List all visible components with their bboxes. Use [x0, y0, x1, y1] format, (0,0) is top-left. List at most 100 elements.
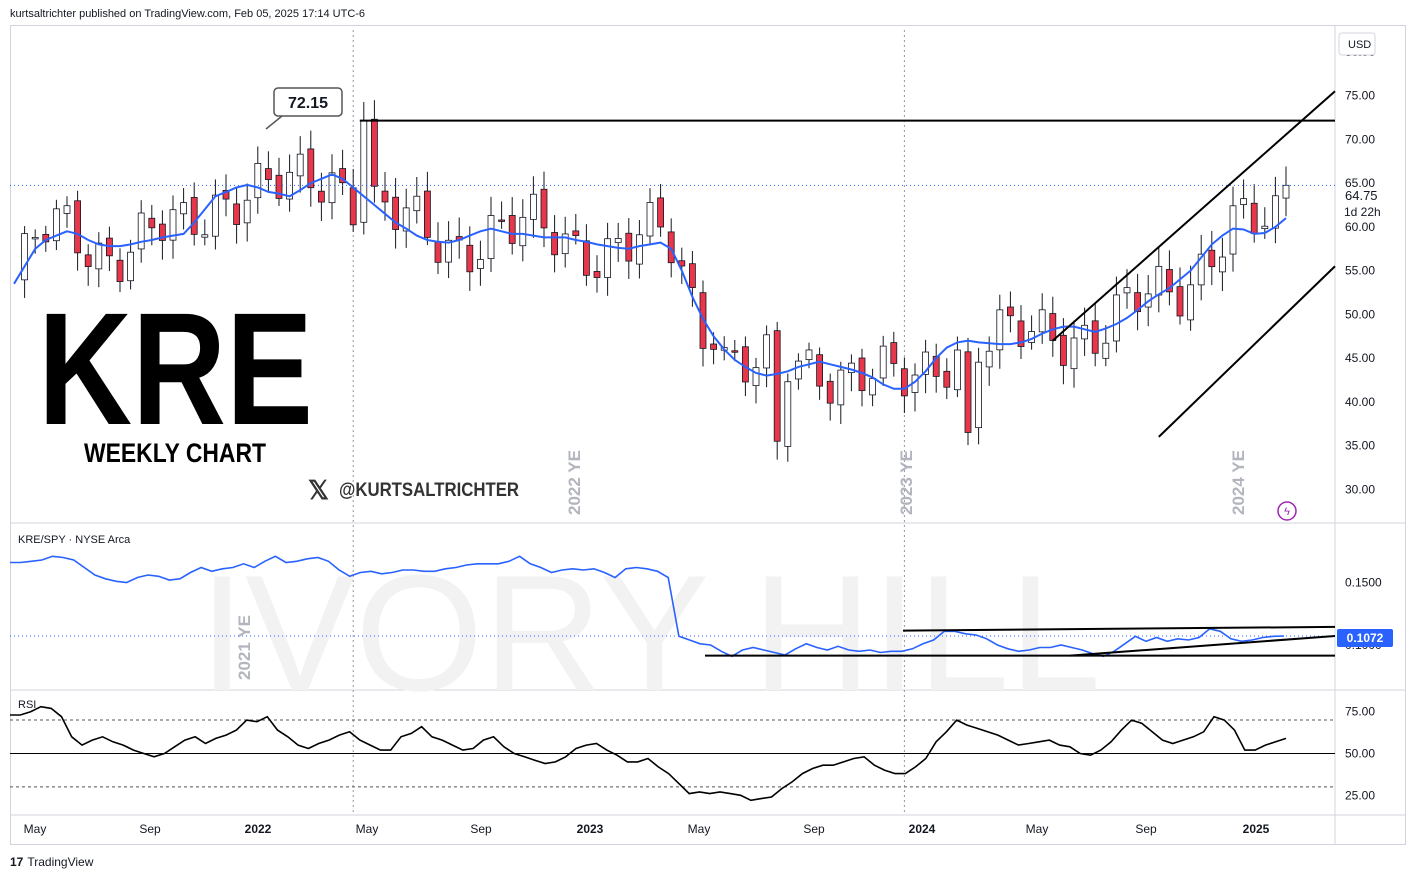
candle-body: [95, 242, 103, 270]
rs-tick-label: 0.1500: [1345, 576, 1382, 590]
publisher-line: kurtsaltrichter published on TradingView…: [10, 8, 366, 20]
candle-body: [1049, 313, 1057, 341]
currency-label: USD: [1348, 39, 1371, 51]
footer: 17 TradingView: [10, 855, 93, 869]
candle-body: [805, 349, 813, 360]
year-end-marker: 2024 YE: [1229, 450, 1248, 515]
candle-body: [593, 271, 601, 278]
axes: 80.0075.0070.0065.0060.0055.0050.0045.00…: [24, 45, 1382, 836]
candle-body: [1208, 249, 1216, 268]
peak-callout-box: [273, 87, 343, 117]
price-tick-label: 40.00: [1345, 395, 1375, 409]
year-end-marker: 2021 YE: [235, 615, 254, 680]
ticker-text: KRE: [38, 279, 313, 458]
candle-body: [1240, 198, 1247, 205]
time-tick-label: 2022: [245, 822, 272, 836]
currency-button[interactable]: [1338, 32, 1376, 56]
candle-body: [922, 351, 929, 375]
candle-body: [975, 361, 982, 429]
candle-body: [773, 330, 781, 442]
candle-body: [1102, 342, 1110, 359]
last-price-label: 64.75: [1345, 188, 1378, 203]
candle-body: [1197, 253, 1205, 286]
candle-body: [233, 203, 241, 225]
time-tick-label: May: [24, 822, 47, 836]
x-logo-icon: 𝕏: [308, 475, 329, 505]
candle-body: [561, 233, 569, 255]
candle-body: [879, 345, 887, 379]
candle-body: [158, 223, 166, 241]
candle-body: [508, 215, 516, 244]
tradingview-logo-icon: 17: [10, 855, 24, 869]
candle-body: [1250, 202, 1258, 234]
candle-body: [413, 195, 421, 212]
time-tick-label: May: [356, 822, 379, 836]
candle-body: [710, 343, 717, 350]
time-tick-label: Sep: [1135, 822, 1157, 836]
candle-body: [826, 380, 834, 404]
upper-channel-line: [1052, 90, 1336, 342]
candle-body: [370, 118, 378, 187]
time-tick-label: Sep: [470, 822, 492, 836]
candle-body: [328, 172, 336, 204]
candle-body: [63, 205, 71, 214]
candle-body: [816, 354, 823, 387]
candle-body: [137, 212, 145, 250]
candle-body: [1081, 324, 1088, 340]
time-tick-label: May: [688, 822, 711, 836]
price-tick-label: 75.00: [1345, 89, 1375, 103]
candle-body: [423, 190, 431, 238]
candle-body: [317, 190, 325, 203]
candle-body: [201, 234, 209, 238]
chart-frame: [10, 25, 1406, 845]
candle-body: [392, 196, 400, 230]
price-tick-label: 60.00: [1345, 220, 1375, 234]
time-tick-label: Sep: [139, 822, 161, 836]
candle-body: [996, 309, 1004, 351]
candle-body: [583, 240, 590, 276]
candle-body: [1070, 337, 1078, 370]
candle-body: [434, 241, 442, 263]
candle-body: [869, 378, 876, 396]
candle-body: [943, 370, 951, 388]
candle-body: [487, 215, 495, 260]
year-grid: [352, 30, 905, 815]
candle-body: [74, 200, 81, 254]
candle-body: [657, 197, 664, 228]
candle-body: [296, 153, 304, 177]
candle-body: [1007, 306, 1014, 317]
price-tick-label: 45.00: [1345, 351, 1375, 365]
rs-resistance-line: [902, 625, 1336, 632]
candle-body: [625, 232, 633, 262]
bar-countdown: 1d 22h: [1344, 205, 1381, 219]
time-tick-label: Sep: [803, 822, 825, 836]
lightning-icon[interactable]: [1277, 501, 1297, 521]
candle-body: [1113, 294, 1120, 342]
candle-body: [1017, 320, 1025, 347]
rs-rising-support-line: [1069, 635, 1336, 657]
candle-body: [349, 187, 357, 226]
peak-callout-text: 72.15: [288, 95, 328, 112]
candle-body: [1134, 292, 1141, 313]
candle-body: [1091, 320, 1099, 354]
candle-body: [837, 369, 845, 406]
candle-body: [243, 199, 251, 224]
price-tick-label: 50.00: [1345, 307, 1375, 321]
candle-body: [636, 234, 643, 265]
candle-body: [1038, 309, 1046, 333]
candle-body: [254, 163, 262, 199]
rs-last-value-badge: [1337, 629, 1393, 647]
candle-body: [445, 239, 453, 263]
peak-callout-pointer: [265, 115, 283, 130]
candle-body: [890, 342, 898, 364]
candle-body: [339, 168, 347, 184]
rs-pane-title: KRE/SPY · NYSE Arca: [18, 534, 131, 546]
candle-body: [498, 219, 506, 222]
candle-body: [1219, 256, 1226, 273]
candle-body: [84, 254, 92, 267]
lower-channel-line: [1158, 265, 1336, 438]
candle-body: [1155, 265, 1163, 296]
candle-body: [551, 232, 558, 256]
candle-body: [264, 168, 272, 180]
candle-body: [1272, 195, 1279, 229]
